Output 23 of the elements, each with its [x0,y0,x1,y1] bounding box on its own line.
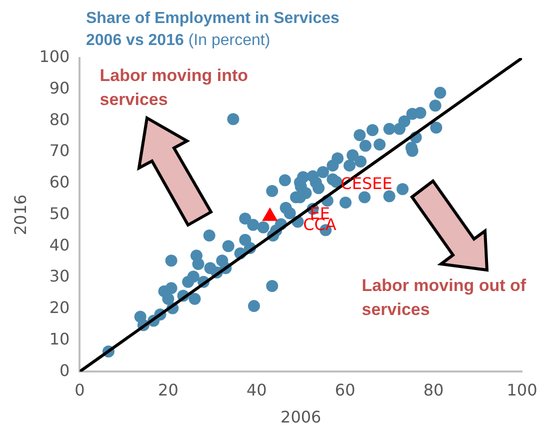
x-tick-label: 40 [246,380,267,400]
y-tick-label: 60 [49,172,70,192]
y-tick-label: 30 [49,266,70,286]
y-tick-label: 40 [49,235,70,254]
y-tick-label: 0 [60,360,70,380]
x-tick-label: 0 [74,380,85,400]
y-tick-label: 90 [49,78,70,98]
x-tick-label: 80 [423,380,444,400]
chart-subtitle: 2006 vs 2016 (In percent) [86,32,270,49]
y-tick-label: 10 [49,329,70,348]
chart-title: Share of Employment in Services [86,9,340,29]
x-axis-title: 2006 [280,408,322,427]
y-tick-label: 20 [49,298,70,318]
y-tick-label: 50 [49,204,70,223]
annotation: Labor moving out of services [362,276,526,320]
annotation: Labor moving into services [100,66,248,110]
x-tick-label: 100 [506,380,538,400]
x-tick-label: 60 [334,380,356,400]
y-axis-title: 2016 [10,194,30,236]
y-tick-label: 100 [39,47,70,66]
x-tick-label: 20 [158,380,178,400]
y-tick-label: 70 [49,141,70,160]
y-tick-label: 80 [49,110,70,129]
